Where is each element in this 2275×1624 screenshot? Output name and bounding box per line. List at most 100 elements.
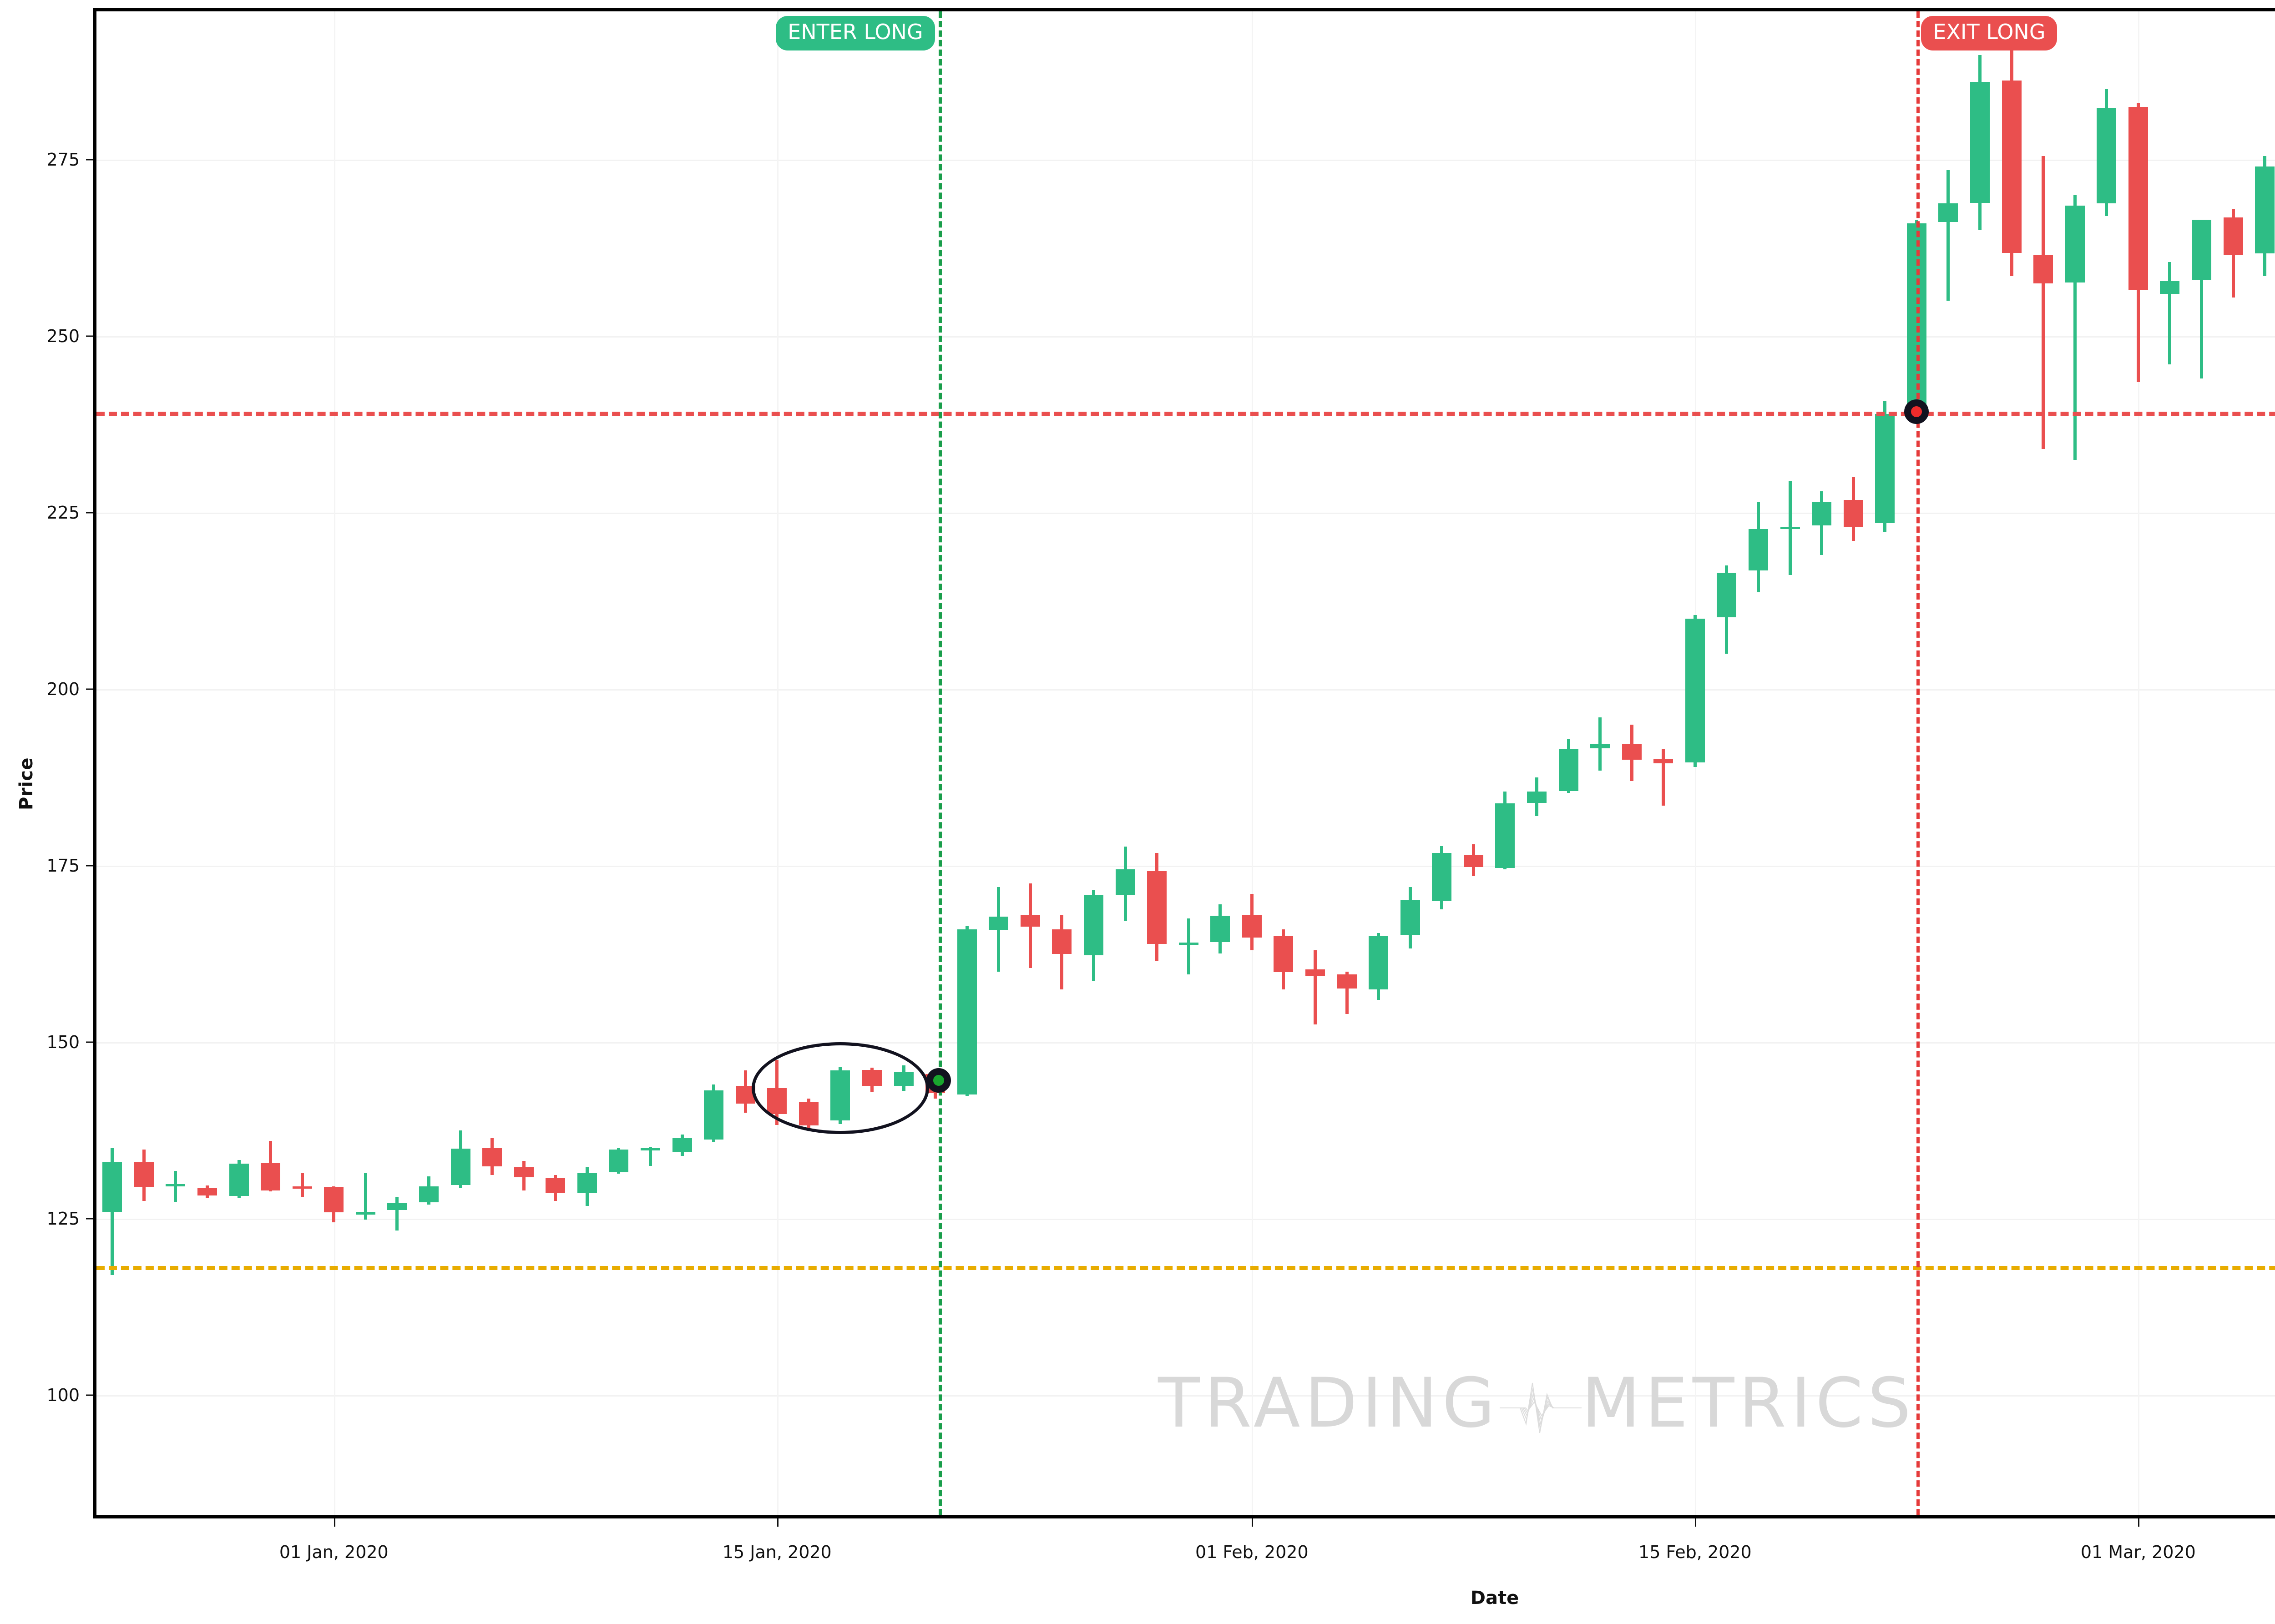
exit-long-badge[interactable]: EXIT LONG bbox=[1921, 16, 2058, 50]
candle-bearish[interactable] bbox=[1020, 915, 1040, 927]
candle-bearish[interactable] bbox=[2128, 106, 2148, 291]
candle-bearish[interactable] bbox=[1622, 743, 1642, 760]
candle-bearish[interactable] bbox=[546, 1178, 566, 1193]
x-tick-mark bbox=[1252, 1518, 1254, 1527]
candle-bullish[interactable] bbox=[2097, 108, 2117, 204]
candle-bearish[interactable] bbox=[482, 1148, 502, 1167]
candle-bullish[interactable] bbox=[1812, 502, 1832, 525]
candle-bullish[interactable] bbox=[1527, 792, 1547, 803]
gridline-horizontal bbox=[96, 336, 2275, 338]
candle-bullish[interactable] bbox=[1970, 82, 1990, 203]
candle-bullish[interactable] bbox=[166, 1184, 186, 1187]
candle-bearish[interactable] bbox=[2223, 217, 2243, 255]
candle-bearish[interactable] bbox=[1337, 974, 1357, 989]
y-tick-label: 175 bbox=[46, 856, 80, 876]
y-tick-label: 150 bbox=[46, 1032, 80, 1053]
candle-wick bbox=[395, 1196, 399, 1231]
entry-line[interactable] bbox=[938, 11, 942, 1515]
candle-bullish[interactable] bbox=[2255, 166, 2275, 254]
candle-bullish[interactable] bbox=[1558, 749, 1578, 791]
candle-bullish[interactable] bbox=[1369, 936, 1389, 989]
candle-bullish[interactable] bbox=[1400, 899, 1420, 935]
candle-bullish[interactable] bbox=[1210, 916, 1230, 942]
candle-bearish[interactable] bbox=[1463, 855, 1483, 867]
pattern-highlight-ellipse[interactable] bbox=[752, 1042, 929, 1134]
candle-bullish[interactable] bbox=[1432, 853, 1452, 901]
candle-bullish[interactable] bbox=[577, 1173, 597, 1194]
candle-bearish[interactable] bbox=[1274, 936, 1294, 973]
y-tick-mark bbox=[86, 159, 93, 161]
candle-wick bbox=[2042, 156, 2045, 449]
candle-bearish[interactable] bbox=[1052, 929, 1072, 954]
candle-bullish[interactable] bbox=[419, 1186, 439, 1203]
candle-wick bbox=[649, 1146, 652, 1166]
candle-bearish[interactable] bbox=[1305, 969, 1325, 976]
candle-bearish[interactable] bbox=[1843, 500, 1863, 527]
candle-bullish[interactable] bbox=[1748, 529, 1769, 571]
candle-bearish[interactable] bbox=[1242, 915, 1262, 938]
candle-bullish[interactable] bbox=[957, 929, 977, 1094]
gridline-horizontal bbox=[96, 1042, 2275, 1044]
candle-bullish[interactable] bbox=[1875, 414, 1895, 524]
candle-bullish[interactable] bbox=[989, 916, 1009, 930]
candle-bearish[interactable] bbox=[261, 1163, 281, 1191]
candle-bullish[interactable] bbox=[2160, 281, 2180, 294]
gridline-horizontal bbox=[96, 689, 2275, 691]
enter-long-badge[interactable]: ENTER LONG bbox=[776, 16, 935, 50]
candle-bullish[interactable] bbox=[1685, 618, 1705, 763]
x-tick-label: 15 Feb, 2020 bbox=[1638, 1542, 1752, 1562]
y-tick-label: 125 bbox=[46, 1209, 80, 1229]
candle-bullish[interactable] bbox=[2191, 219, 2212, 281]
candle-bullish[interactable] bbox=[102, 1162, 122, 1212]
candle-bullish[interactable] bbox=[1083, 894, 1104, 956]
y-tick-mark bbox=[86, 512, 93, 514]
gridline-horizontal bbox=[96, 866, 2275, 867]
candle-bearish[interactable] bbox=[1147, 871, 1167, 944]
candle-bullish[interactable] bbox=[640, 1148, 661, 1150]
candle-bullish[interactable] bbox=[2065, 205, 2085, 282]
watermark-text-left: TRADING bbox=[1158, 1364, 1500, 1443]
candle-wick bbox=[2073, 195, 2077, 460]
candle-bullish[interactable] bbox=[704, 1090, 724, 1140]
gridline-vertical bbox=[1252, 11, 1254, 1515]
candle-bullish[interactable] bbox=[672, 1138, 692, 1153]
candle-bullish[interactable] bbox=[1780, 527, 1800, 530]
candle-bullish[interactable] bbox=[1590, 744, 1610, 749]
candle-bearish[interactable] bbox=[134, 1162, 154, 1187]
candle-wick bbox=[300, 1173, 304, 1197]
candle-wick bbox=[1187, 918, 1190, 975]
candle-bullish[interactable] bbox=[1717, 572, 1737, 617]
candle-bullish[interactable] bbox=[1495, 803, 1515, 868]
y-axis-title: Price bbox=[16, 757, 37, 811]
resistance-line[interactable] bbox=[96, 412, 2275, 416]
entry-marker[interactable] bbox=[926, 1068, 951, 1093]
watermark: TRADING METRICS bbox=[96, 1369, 2275, 1442]
stoploss-line[interactable] bbox=[96, 1266, 2275, 1271]
y-tick-mark bbox=[86, 688, 93, 690]
x-tick-mark bbox=[334, 1518, 335, 1527]
candle-bullish[interactable] bbox=[1178, 943, 1198, 945]
candle-bearish[interactable] bbox=[2033, 255, 2053, 283]
candle-bearish[interactable] bbox=[197, 1187, 217, 1195]
candle-bullish[interactable] bbox=[229, 1164, 249, 1196]
x-tick-mark bbox=[1695, 1518, 1697, 1527]
candle-bullish[interactable] bbox=[387, 1203, 407, 1210]
watermark-text-right: METRICS bbox=[1581, 1364, 1916, 1443]
candle-bearish[interactable] bbox=[514, 1167, 534, 1177]
candle-wick bbox=[1314, 950, 1317, 1025]
candle-bearish[interactable] bbox=[324, 1187, 344, 1213]
candle-bullish[interactable] bbox=[355, 1211, 375, 1215]
candle-bearish[interactable] bbox=[1653, 759, 1673, 763]
x-tick-mark bbox=[777, 1518, 779, 1527]
candle-bullish[interactable] bbox=[450, 1149, 470, 1185]
x-tick-label: 01 Jan, 2020 bbox=[279, 1542, 389, 1562]
candle-bullish[interactable] bbox=[609, 1150, 629, 1172]
candle-bullish[interactable] bbox=[1115, 869, 1135, 896]
y-tick-label: 225 bbox=[46, 503, 80, 523]
candle-bearish[interactable] bbox=[292, 1186, 312, 1189]
exit-line[interactable] bbox=[1916, 11, 1920, 1515]
candle-bearish[interactable] bbox=[2002, 81, 2022, 253]
exit-marker[interactable] bbox=[1904, 399, 1929, 424]
candle-bullish[interactable] bbox=[1938, 203, 1958, 222]
